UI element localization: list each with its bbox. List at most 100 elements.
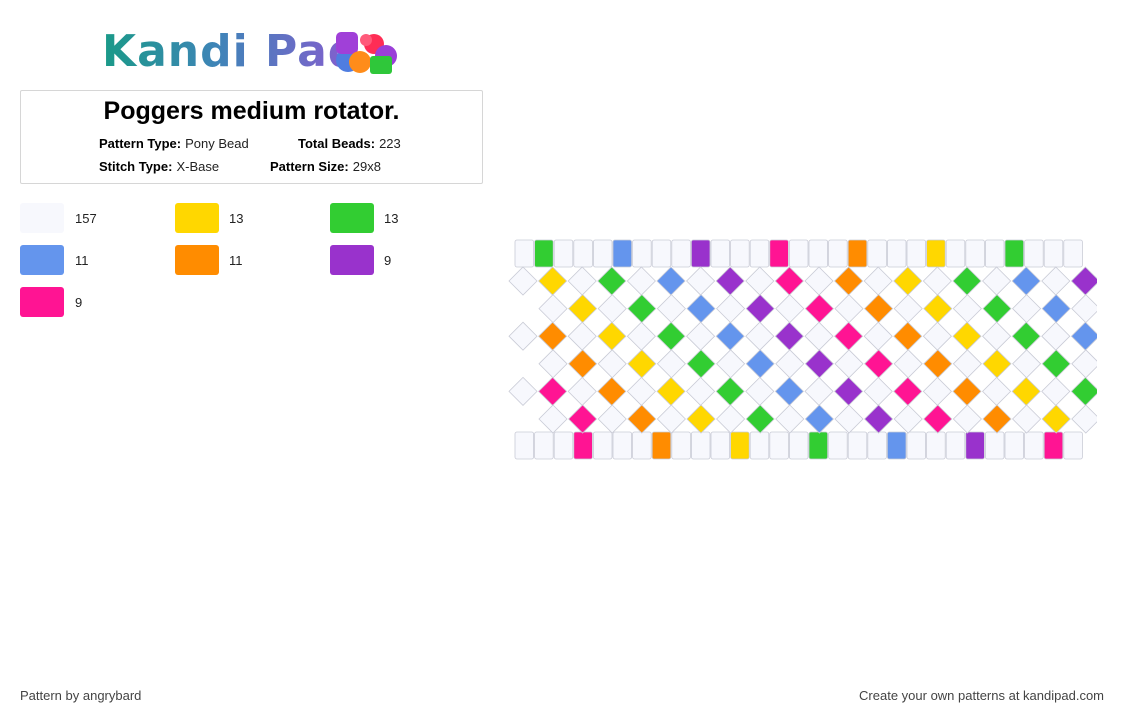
bead — [774, 376, 804, 406]
bead — [508, 376, 538, 406]
bead — [982, 321, 1012, 351]
bead — [567, 376, 597, 406]
bead — [893, 321, 923, 351]
bead — [716, 349, 746, 379]
kandipad-promo-link[interactable]: Create your own patterns at kandipad.com — [859, 688, 1104, 703]
bead — [656, 266, 686, 296]
color-count: 157 — [75, 211, 97, 226]
edge-bead-bottom — [632, 431, 652, 460]
color-swatch — [330, 203, 374, 233]
pattern-type: Pattern Type: Pony Bead — [99, 136, 249, 151]
edge-bead-bottom — [828, 431, 848, 460]
bead — [686, 404, 716, 434]
edge-bead-bottom — [671, 431, 691, 460]
bead — [626, 376, 656, 406]
bead — [775, 349, 805, 379]
bead — [982, 349, 1012, 379]
bead — [627, 404, 657, 434]
bead — [952, 266, 982, 296]
bead — [952, 321, 982, 351]
bead — [597, 294, 627, 324]
edge-bead-top — [749, 239, 770, 268]
edge-bead-top — [1063, 239, 1083, 268]
bead — [538, 349, 568, 379]
edge-bead-top — [1043, 239, 1064, 268]
edge-bead-bottom — [534, 431, 554, 460]
bead — [1071, 294, 1097, 324]
bead — [715, 266, 745, 296]
edge-bead-top — [553, 239, 574, 268]
edge-bead-bottom — [847, 431, 868, 460]
edge-bead-bottom — [612, 431, 633, 460]
edge-bead-bottom — [690, 431, 711, 460]
color-swatch — [175, 245, 219, 275]
bead — [686, 266, 716, 296]
edge-bead-bottom — [651, 431, 672, 460]
bead — [1070, 376, 1097, 406]
color-swatch — [175, 203, 219, 233]
bead — [745, 266, 775, 296]
edge-bead-bottom — [1043, 431, 1064, 460]
pattern-size-label: Pattern Size: — [270, 159, 349, 174]
bead — [686, 376, 716, 406]
bead — [686, 294, 716, 324]
bead — [863, 266, 893, 296]
bead — [627, 294, 657, 324]
bead — [626, 266, 656, 296]
edge-bead-bottom — [867, 431, 887, 460]
edge-bead-top — [632, 239, 652, 268]
edge-bead-top — [593, 239, 613, 268]
bead — [804, 349, 834, 379]
bead — [686, 321, 716, 351]
bead — [745, 404, 775, 434]
color-swatch — [330, 245, 374, 275]
total-beads-label: Total Beads: — [298, 136, 376, 151]
edge-bead-bottom — [965, 431, 985, 460]
pattern-credit: Pattern by angrybard — [20, 688, 142, 703]
bead — [597, 266, 627, 296]
edge-bead-bottom — [945, 431, 966, 460]
edge-bead-top — [710, 239, 731, 268]
edge-bead-top — [769, 239, 789, 268]
edge-bead-top — [788, 239, 809, 268]
bead — [804, 266, 834, 296]
bead — [715, 321, 745, 351]
bead — [1011, 376, 1041, 406]
bead — [716, 404, 746, 434]
logo-wordmark: Kandi Pad — [102, 26, 361, 77]
edge-bead-top — [847, 239, 868, 268]
edge-bead-top — [730, 239, 750, 268]
edge-bead-bottom — [769, 431, 789, 460]
stitch-type-label: Stitch Type: — [99, 159, 173, 174]
bead — [627, 349, 657, 379]
bead — [982, 294, 1012, 324]
bead — [952, 294, 982, 324]
bead — [508, 266, 538, 296]
bead — [538, 404, 568, 434]
bead-pattern-grid — [508, 239, 1097, 460]
bead — [568, 294, 598, 324]
bead — [804, 294, 834, 324]
color-count: 9 — [75, 295, 83, 310]
bead — [775, 404, 805, 434]
edge-bead-bottom — [593, 431, 613, 460]
edge-bead-bottom — [553, 431, 574, 460]
edge-bead-top — [926, 239, 946, 268]
bead — [804, 376, 834, 406]
bead — [863, 321, 893, 351]
bead — [923, 294, 953, 324]
bead — [745, 321, 775, 351]
kandipad-logo[interactable]: Kandi Pad — [100, 24, 410, 78]
bead — [922, 266, 952, 296]
bead — [774, 321, 804, 351]
edge-bead-bottom — [886, 431, 907, 460]
bead — [656, 321, 686, 351]
edge-bead-top — [514, 239, 535, 268]
bead — [567, 321, 597, 351]
bead — [923, 349, 953, 379]
bead — [922, 321, 952, 351]
bead — [775, 294, 805, 324]
pattern-title: Poggers medium rotator. — [103, 97, 400, 125]
bead — [568, 349, 598, 379]
bead — [893, 349, 923, 379]
